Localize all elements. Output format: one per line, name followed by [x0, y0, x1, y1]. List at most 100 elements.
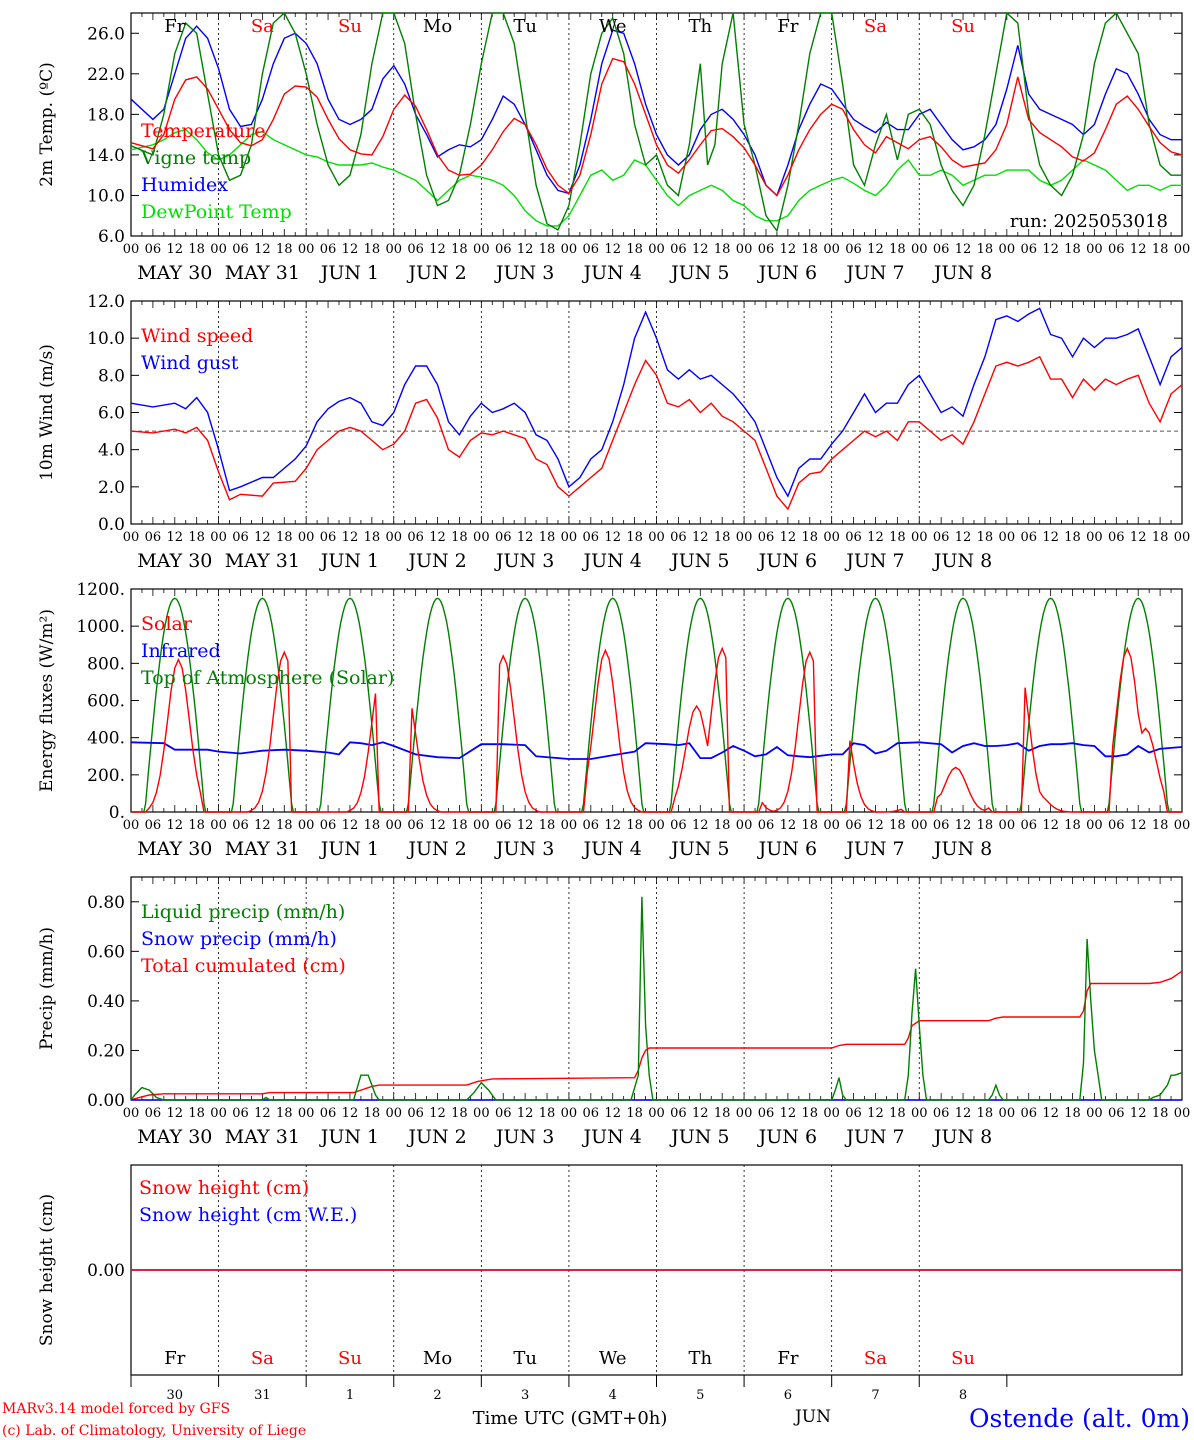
hour-label: 18 [364, 530, 381, 545]
hour-label: 18 [626, 242, 643, 257]
hour-label: 00 [1086, 1106, 1103, 1121]
series-line-infrared [130, 741, 1183, 760]
series-line-wind-speed [130, 355, 1183, 511]
hour-label: 06 [232, 818, 249, 833]
hour-label: 06 [933, 1106, 950, 1121]
day-number: 7 [871, 1388, 879, 1403]
weekday-label: Sa [864, 1348, 887, 1369]
hour-label: 06 [583, 818, 600, 833]
hour-label: 00 [385, 1106, 402, 1121]
date-label: JUN 7 [844, 1126, 904, 1148]
hour-label: 00 [123, 242, 140, 257]
weekday-label: Sa [251, 1348, 274, 1369]
hour-label: 06 [407, 1106, 424, 1121]
weekday-label: Tu [513, 16, 537, 37]
legend-entry: Total cumulated (cm) [141, 955, 346, 977]
ytick-label: 6.0 [98, 404, 125, 424]
weekday-label: Su [338, 16, 362, 37]
ytick-label: 0.60 [87, 942, 125, 962]
date-label: MAY 31 [225, 550, 300, 572]
date-label: JUN 3 [494, 838, 554, 860]
day-number: 8 [959, 1388, 967, 1403]
hour-label: 12 [1130, 1106, 1147, 1121]
hour-label: 00 [1086, 818, 1103, 833]
hour-label: 00 [561, 818, 578, 833]
day-number: 31 [254, 1388, 271, 1403]
weekday-label: Sa [251, 16, 274, 37]
ytick-label: 0.0 [98, 515, 125, 535]
hour-label: 06 [495, 818, 512, 833]
date-label: JUN 6 [757, 550, 817, 572]
series-line-dewpoint-temp [130, 128, 1182, 227]
hour-label: 12 [1042, 1106, 1059, 1121]
hour-label: 06 [320, 530, 337, 545]
hour-label: 12 [867, 818, 884, 833]
date-label: MAY 30 [137, 1126, 212, 1148]
hour-label: 12 [167, 1106, 184, 1121]
model-credit: MARv3.14 model forced by GFS [2, 1401, 230, 1417]
hour-label: 18 [451, 1106, 468, 1121]
ytick-label: 400. [87, 729, 125, 749]
hour-label: 06 [407, 818, 424, 833]
hour-label: 00 [385, 530, 402, 545]
hour-label: 00 [210, 818, 227, 833]
series-line-temperature [130, 57, 1183, 197]
hour-label: 00 [210, 242, 227, 257]
hour-label: 06 [1020, 530, 1037, 545]
hour-label: 00 [736, 1106, 753, 1121]
day-number: 5 [696, 1388, 704, 1403]
hour-label: 00 [648, 242, 665, 257]
hour-label: 00 [911, 1106, 928, 1121]
hour-label: 12 [254, 530, 271, 545]
hour-label: 18 [889, 1106, 906, 1121]
hour-label: 06 [320, 1106, 337, 1121]
hour-label: 18 [714, 242, 731, 257]
hour-label: 06 [758, 1106, 775, 1121]
hour-label: 00 [385, 818, 402, 833]
hour-label: 12 [955, 818, 972, 833]
ytick-label: 800. [87, 654, 125, 674]
hour-label: 06 [933, 242, 950, 257]
hour-label: 18 [801, 530, 818, 545]
ytick-label: 2.0 [98, 478, 125, 498]
hour-label: 12 [517, 818, 534, 833]
hour-label: 18 [977, 818, 994, 833]
hour-label: 06 [232, 530, 249, 545]
hour-label: 12 [692, 242, 709, 257]
date-label: MAY 31 [225, 262, 300, 284]
hour-label: 00 [1086, 242, 1103, 257]
hour-label: 18 [889, 530, 906, 545]
hour-label: 06 [845, 530, 862, 545]
series-line-total-cumulated-cm [130, 970, 1183, 1101]
y-axis-label: 2m Temp. (ºC) [37, 62, 57, 187]
panel-4: 0.00 0.20 0.40 0.60 0.80 Precip (mm/h) Liquid … [37, 876, 1191, 1148]
hour-label: 12 [167, 242, 184, 257]
hour-label: 18 [1064, 1106, 1081, 1121]
date-label: JUN 1 [319, 550, 379, 572]
hour-label: 06 [933, 530, 950, 545]
date-label: JUN 6 [757, 1126, 817, 1148]
lab-credit: (c) Lab. of Climatology, University of L… [2, 1423, 306, 1439]
hour-label: 00 [298, 1106, 315, 1121]
hour-label: 12 [604, 818, 621, 833]
hour-label: 00 [1174, 1106, 1191, 1121]
date-label: JUN 8 [932, 550, 992, 572]
weekday-label: Su [951, 16, 975, 37]
hour-label: 18 [1152, 818, 1169, 833]
y-axis-label: Snow height (cm) [37, 1194, 57, 1346]
hour-label: 18 [539, 818, 556, 833]
legend-entry: Snow height (cm W.E.) [139, 1204, 357, 1226]
ytick-label: 12.0 [87, 292, 125, 312]
ytick-label: 0.00 [87, 1091, 125, 1111]
weekday-label: Fr [777, 16, 798, 37]
hour-label: 18 [188, 818, 205, 833]
ytick-label: 200. [87, 766, 125, 786]
legend-entry: Wind speed [141, 325, 253, 347]
date-label: JUN 2 [406, 1126, 466, 1148]
ytick-label: 0.20 [87, 1041, 125, 1061]
weekday-label: Fr [777, 1348, 798, 1369]
day-number: 3 [521, 1388, 529, 1403]
hour-label: 00 [210, 530, 227, 545]
date-label: MAY 31 [225, 838, 300, 860]
date-label: JUN 6 [757, 262, 817, 284]
